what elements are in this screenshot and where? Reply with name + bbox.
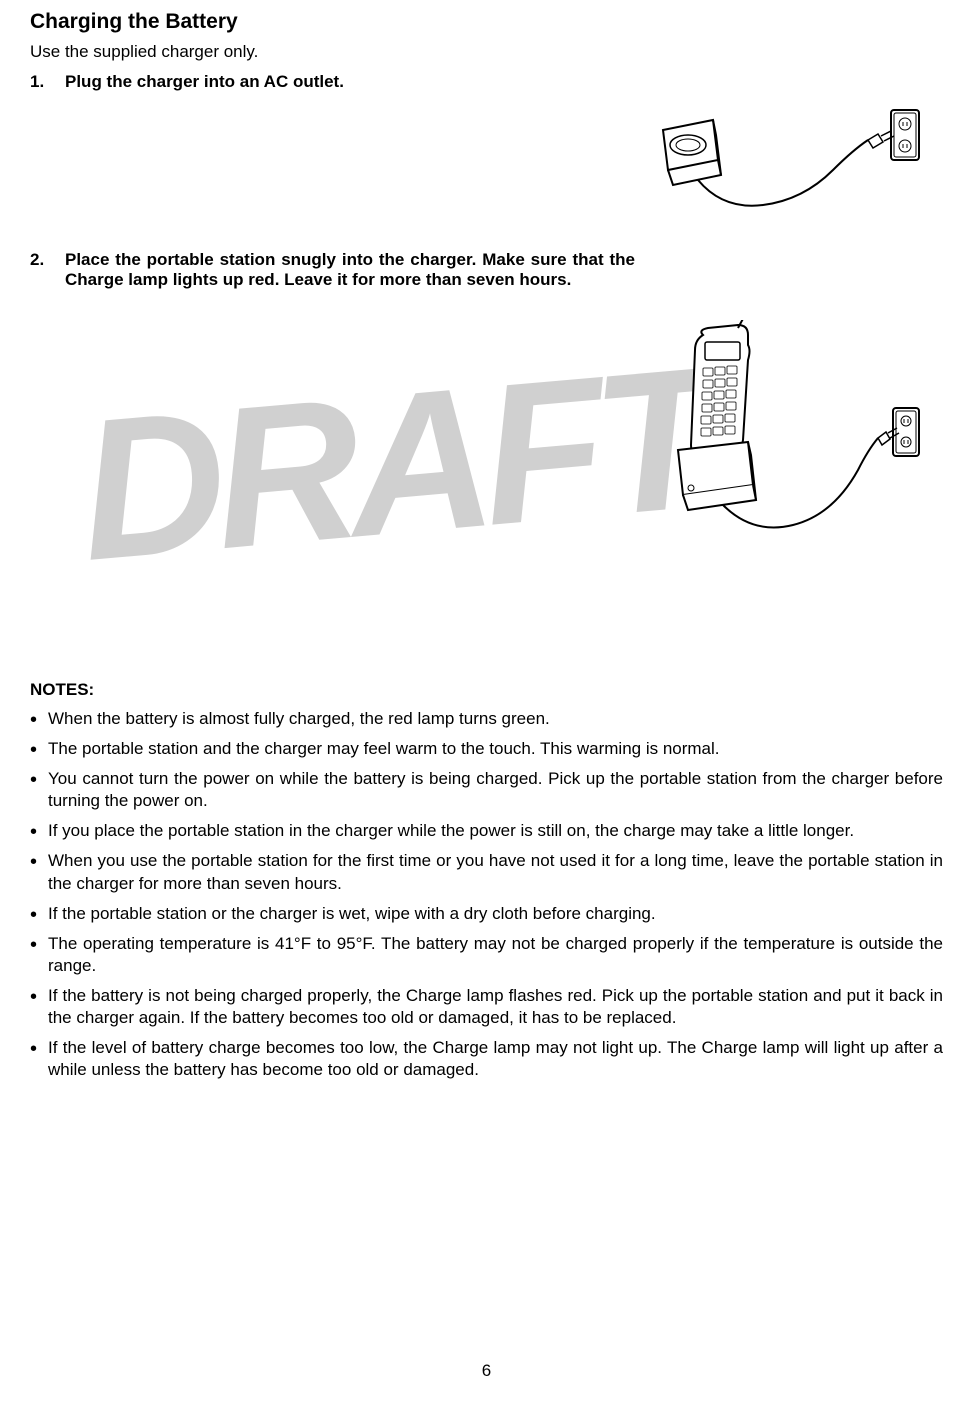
note-item: If the level of battery charge becomes t…: [30, 1037, 943, 1081]
figure-phone-in-charger: [30, 320, 943, 550]
note-item: The portable station and the charger may…: [30, 738, 943, 760]
note-item: When you use the portable station for th…: [30, 850, 943, 894]
step-text: Plug the charger into an AC outlet.: [65, 72, 635, 92]
page-number: 6: [482, 1361, 491, 1381]
note-item: If you place the portable station in the…: [30, 820, 943, 842]
note-item: If the portable station or the charger i…: [30, 903, 943, 925]
notes-list: When the battery is almost fully charged…: [30, 708, 943, 1081]
figure-charger-outlet: [30, 90, 943, 230]
step-1: 1. Plug the charger into an AC outlet.: [30, 72, 943, 92]
notes-header: NOTES:: [30, 680, 943, 700]
note-item: When the battery is almost fully charged…: [30, 708, 943, 730]
page-content: Charging the Battery Use the supplied ch…: [30, 10, 943, 1081]
step-text: Place the portable station snugly into t…: [65, 250, 635, 290]
note-item: If the battery is not being charged prop…: [30, 985, 943, 1029]
step-number: 2.: [30, 250, 65, 270]
phone-charger-icon: [653, 320, 923, 550]
step-2: 2. Place the portable station snugly int…: [30, 250, 943, 290]
note-item: The operating temperature is 41°F to 95°…: [30, 933, 943, 977]
note-item: You cannot turn the power on while the b…: [30, 768, 943, 812]
charger-outlet-icon: [643, 90, 923, 230]
subtitle: Use the supplied charger only.: [30, 42, 943, 62]
page-title: Charging the Battery: [30, 10, 943, 34]
step-number: 1.: [30, 72, 65, 92]
